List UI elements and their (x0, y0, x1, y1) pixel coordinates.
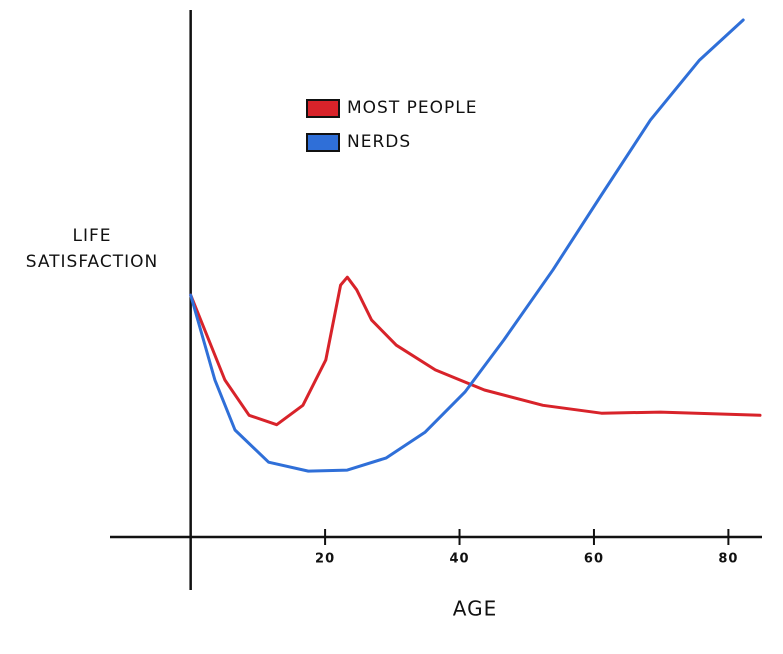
x-tick-label: 40 (449, 552, 469, 567)
legend-label: MOST PEOPLE (347, 98, 477, 118)
x-tick-label: 80 (718, 552, 738, 567)
y-axis-label: SATISFACTION (26, 252, 159, 272)
legend-label: NERDS (347, 132, 411, 152)
legend-swatch (306, 99, 340, 118)
x-axis-label: AGE (453, 597, 497, 621)
x-tick-label: 60 (584, 552, 604, 567)
y-axis-label: LIFE (72, 226, 111, 246)
x-tick-label: 20 (315, 552, 335, 567)
line-series (189, 18, 745, 473)
line-series (189, 275, 762, 427)
legend-swatch (306, 133, 340, 152)
